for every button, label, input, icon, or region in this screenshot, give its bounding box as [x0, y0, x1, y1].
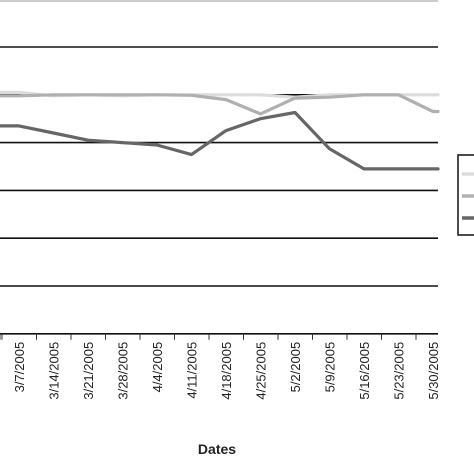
- x-axis-title: Dates: [198, 441, 236, 457]
- x-tick-label: 3/21/2005: [81, 342, 96, 400]
- x-tick-label: 5/9/2005: [323, 342, 338, 393]
- series-line-2: [0, 93, 440, 116]
- x-tick-label: 3/28/2005: [116, 342, 131, 400]
- series-lines: [0, 90, 440, 171]
- series-line-3: [0, 110, 440, 171]
- gridlines: [0, 46, 438, 335]
- x-tick-label: 5/30/2005: [426, 342, 441, 400]
- x-tick-label: 4/11/2005: [185, 342, 200, 399]
- x-tick-label: 4/4/2005: [150, 342, 165, 393]
- x-tick-label: 5/16/2005: [357, 342, 372, 400]
- x-tick-label: 5/23/2005: [392, 342, 407, 400]
- legend: [457, 154, 474, 236]
- x-tick-label: 4/25/2005: [254, 342, 269, 400]
- x-ticks: 3/7/2005 3/14/2005 3/21/2005 3/28/2005 4/4/2…: [0, 333, 441, 400]
- x-tick-label: 4/18/2005: [219, 342, 234, 400]
- x-tick-label: 5/2/2005: [288, 342, 303, 393]
- x-tick-label: 3/14/2005: [47, 342, 62, 400]
- x-tick-label: 3/7/2005: [12, 342, 27, 393]
